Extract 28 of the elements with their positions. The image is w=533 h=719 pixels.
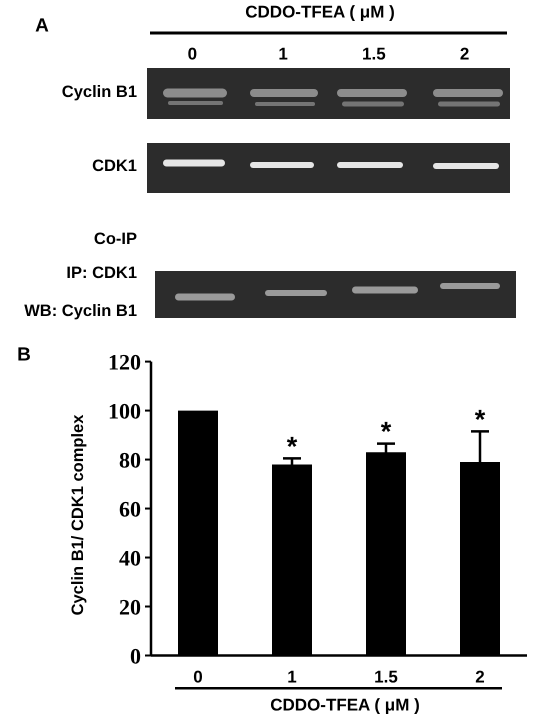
x-axis-title: CDDO-TFEA ( μM ): [270, 696, 420, 714]
category-label: 2: [460, 44, 470, 64]
x-tick-label: 1.5: [374, 668, 398, 687]
text: Cyclin B1: [62, 83, 137, 101]
category-label: 1: [278, 44, 288, 64]
category-label: 1.5: [362, 44, 386, 64]
annotation: *: [474, 404, 486, 434]
y-tick-label: 100: [108, 398, 141, 424]
text: CDK1: [92, 157, 137, 175]
annotation: *: [380, 416, 392, 447]
text: WB: Cyclin B1: [24, 302, 137, 320]
x-tick-label: 1: [287, 668, 297, 687]
y-tick-label: 80: [119, 447, 141, 472]
y-axis-title: Cyclin B1/ CDK1 complex: [69, 414, 87, 616]
text: A: [35, 16, 50, 36]
text: Co-IP: [94, 230, 137, 248]
y-tick-label: 0: [130, 643, 141, 668]
y-tick-label: 40: [119, 545, 141, 570]
text: B: [17, 344, 31, 366]
annotation: *: [286, 431, 298, 462]
y-tick-label: 120: [108, 349, 141, 374]
text: IP: CDK1: [66, 264, 137, 282]
text: CDDO-TFEA ( μM ): [245, 2, 395, 22]
x-tick-label: 0: [193, 668, 203, 687]
y-tick-label: 20: [119, 594, 141, 620]
y-tick-label: 60: [119, 496, 141, 522]
x-tick-label: 2: [475, 668, 485, 687]
category-label: 0: [188, 44, 198, 64]
